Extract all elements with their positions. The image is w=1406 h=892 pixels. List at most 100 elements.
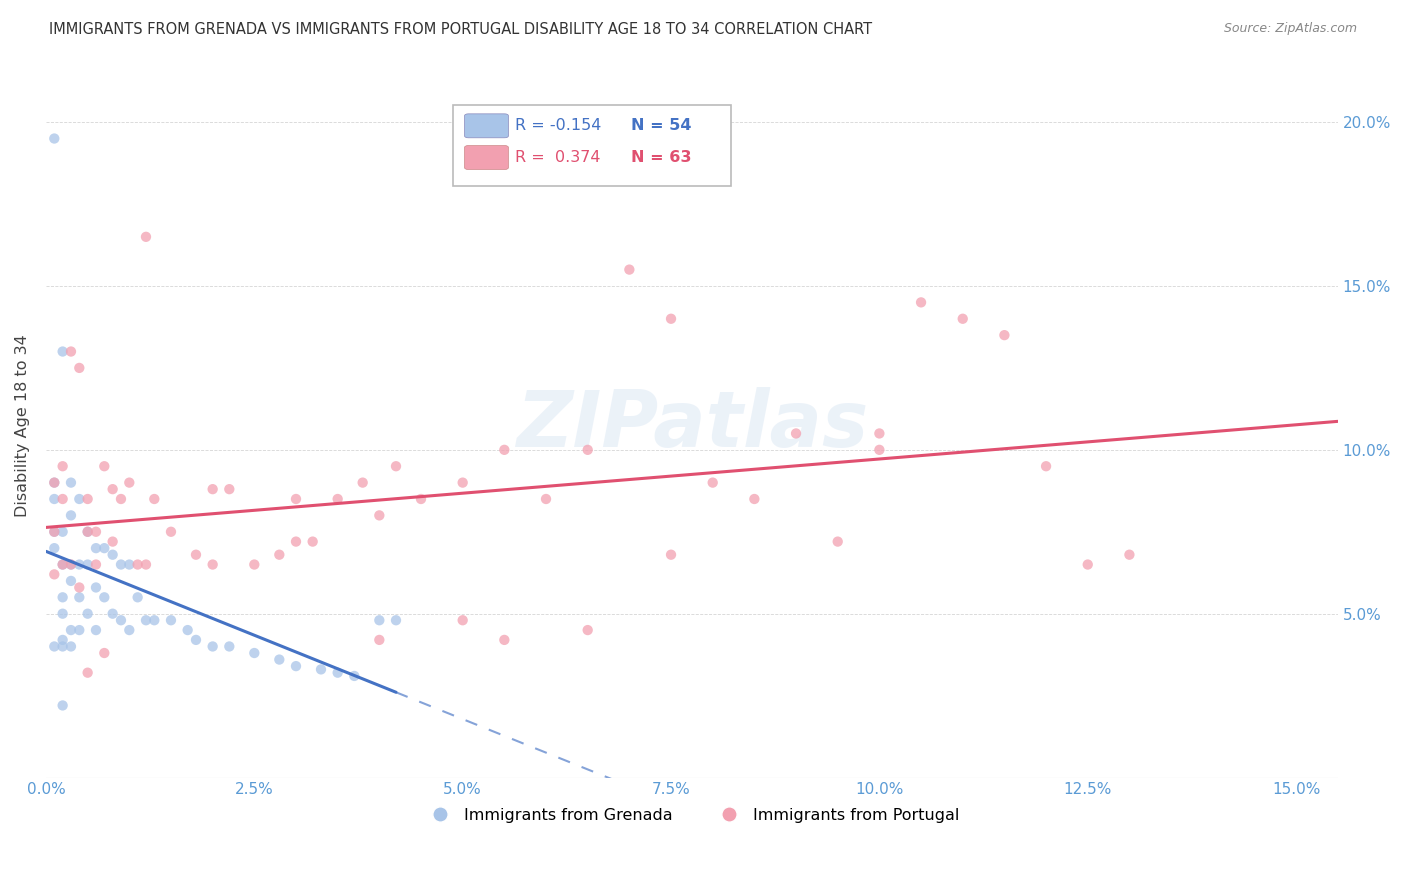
Point (76, 524, 98, 539)
Point (52, 640, 75, 654)
Point (52, 524, 75, 539)
Text: N = 54: N = 54 (631, 119, 692, 133)
Point (44, 567, 66, 582)
Point (44, 640, 66, 654)
Point (184, 548, 207, 562)
Text: ZIPatlas: ZIPatlas (516, 387, 868, 463)
Point (218, 640, 240, 654)
Point (744, 491, 766, 506)
Point (135, 558, 157, 572)
Point (93, 541, 115, 556)
Point (84, 581, 107, 595)
FancyBboxPatch shape (464, 114, 509, 137)
Legend: Immigrants from Grenada, Immigrants from Portugal: Immigrants from Grenada, Immigrants from… (418, 802, 966, 830)
Point (409, 491, 432, 506)
Point (285, 659, 308, 673)
Point (534, 491, 557, 506)
Point (44, 524, 66, 539)
Point (84, 524, 107, 539)
Point (343, 669, 366, 683)
Point (59, 640, 82, 654)
Point (285, 534, 308, 549)
Point (67, 581, 90, 595)
Point (201, 640, 224, 654)
Point (84, 623, 107, 637)
Point (52, 558, 75, 572)
Point (52, 491, 75, 506)
Point (993, 328, 1015, 343)
Text: Source: ZipAtlas.com: Source: ZipAtlas.com (1223, 22, 1357, 36)
Point (326, 491, 349, 506)
Point (269, 548, 291, 562)
Point (243, 558, 266, 572)
Point (93, 591, 115, 605)
Point (127, 591, 149, 605)
Point (44, 491, 66, 506)
Point (67, 360, 90, 375)
Point (44, 541, 66, 556)
Point (451, 475, 474, 490)
Point (101, 548, 124, 562)
Point (101, 607, 124, 621)
Text: N = 63: N = 63 (631, 150, 692, 165)
Point (59, 508, 82, 523)
Point (135, 613, 157, 627)
Point (59, 558, 82, 572)
Point (143, 613, 166, 627)
Point (243, 646, 266, 660)
Point (118, 623, 141, 637)
Point (309, 662, 332, 676)
Point (52, 607, 75, 621)
Point (1077, 558, 1099, 572)
Point (44, 131, 66, 145)
Y-axis label: Disability Age 18 to 34: Disability Age 18 to 34 (15, 334, 30, 516)
Text: R = -0.154: R = -0.154 (515, 119, 602, 133)
Point (76, 558, 98, 572)
Point (67, 491, 90, 506)
Point (301, 534, 323, 549)
Point (368, 632, 391, 647)
Point (67, 558, 90, 572)
Point (910, 295, 932, 310)
FancyBboxPatch shape (453, 104, 731, 186)
Point (451, 613, 474, 627)
Point (59, 344, 82, 359)
Point (93, 646, 115, 660)
Point (494, 632, 516, 647)
Point (44, 475, 66, 490)
Point (385, 613, 408, 627)
FancyBboxPatch shape (464, 145, 509, 169)
Point (184, 632, 207, 647)
Point (385, 459, 408, 474)
Point (785, 426, 807, 441)
Point (176, 623, 198, 637)
Text: IMMIGRANTS FROM GRENADA VS IMMIGRANTS FROM PORTUGAL DISABILITY AGE 18 TO 34 CORR: IMMIGRANTS FROM GRENADA VS IMMIGRANTS FR… (49, 22, 872, 37)
Point (659, 548, 682, 562)
Point (76, 524, 98, 539)
Point (201, 558, 224, 572)
Point (494, 442, 516, 457)
Point (110, 558, 132, 572)
Point (52, 344, 75, 359)
Point (52, 558, 75, 572)
Point (868, 442, 890, 457)
Point (52, 632, 75, 647)
Point (285, 491, 308, 506)
Point (576, 623, 599, 637)
Point (118, 475, 141, 490)
Point (868, 426, 890, 441)
Point (619, 262, 641, 277)
Point (368, 508, 391, 523)
Point (702, 475, 724, 490)
Point (67, 623, 90, 637)
Point (110, 613, 132, 627)
Point (59, 475, 82, 490)
Text: R =  0.374: R = 0.374 (515, 150, 600, 165)
Point (44, 475, 66, 490)
Point (143, 491, 166, 506)
Point (76, 491, 98, 506)
Point (368, 613, 391, 627)
Point (84, 558, 107, 572)
Point (110, 491, 132, 506)
Point (135, 230, 157, 244)
